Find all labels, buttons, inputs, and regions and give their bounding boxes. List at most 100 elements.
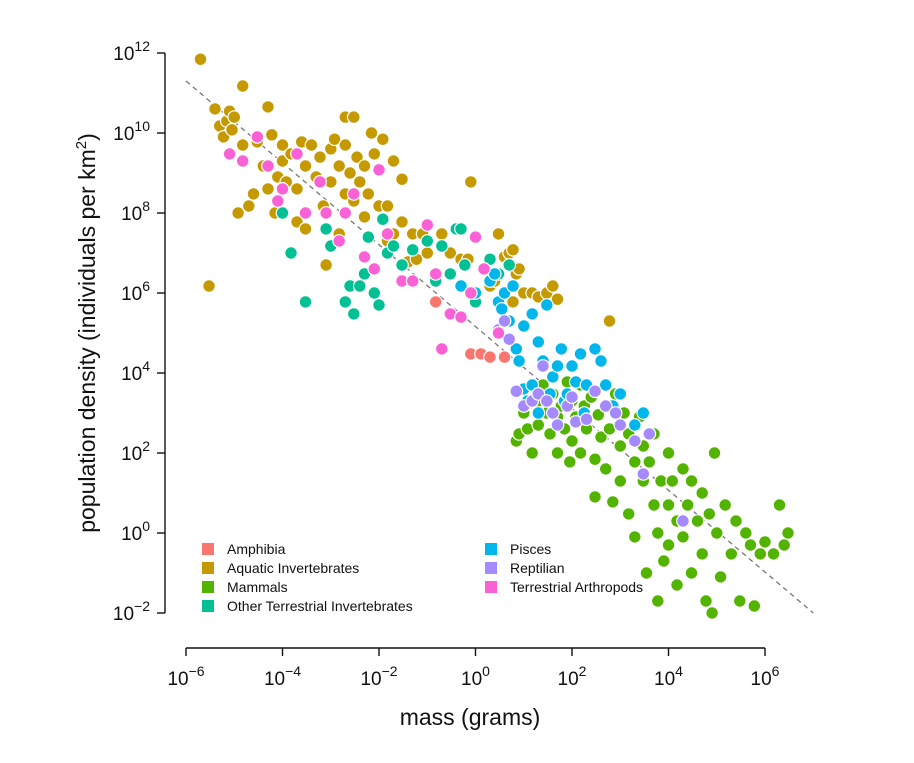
- data-point: [591, 407, 606, 422]
- legend-swatch: [485, 581, 497, 593]
- data-point: [656, 554, 671, 568]
- data-point: [225, 122, 239, 137]
- data-point: [261, 159, 275, 173]
- data-point: [346, 110, 361, 124]
- y-tick-exponent: 6: [142, 278, 150, 294]
- data-point: [636, 406, 651, 420]
- data-point: [772, 498, 787, 512]
- y-tick-exponent: 4: [142, 358, 150, 374]
- data-point: [434, 226, 449, 241]
- x-tick-exponent: −2: [382, 663, 398, 679]
- legend-swatch: [202, 600, 214, 612]
- data-point: [650, 594, 665, 608]
- data-point: [506, 279, 520, 293]
- legend-label: Pisces: [510, 541, 551, 557]
- data-point: [270, 194, 285, 208]
- data-point: [550, 292, 565, 307]
- data-point: [758, 535, 772, 549]
- legend-label: Mammals: [227, 579, 288, 595]
- data-point: [298, 206, 313, 220]
- data-point: [525, 307, 540, 321]
- legend-label: Amphibia: [227, 541, 286, 557]
- data-point: [639, 566, 654, 580]
- data-point: [463, 174, 478, 189]
- data-point: [222, 146, 237, 161]
- legend-item: Terrestrial Arthropods: [485, 579, 643, 595]
- data-point: [494, 302, 509, 316]
- data-point: [747, 599, 762, 613]
- x-tick-exponent: −4: [285, 663, 301, 679]
- x-tick-label: 104: [654, 663, 683, 690]
- data-point: [352, 279, 367, 293]
- data-point: [313, 150, 327, 165]
- x-tick-exponent: 2: [579, 663, 587, 679]
- fit-line: [185, 80, 814, 614]
- y-tick-base: 10: [121, 444, 142, 465]
- data-point: [367, 286, 382, 300]
- y-tick-base: 10: [113, 44, 134, 65]
- x-tick-base: 10: [360, 669, 381, 690]
- data-point: [420, 234, 435, 248]
- data-point: [367, 262, 382, 276]
- data-point: [319, 221, 334, 236]
- legend-item: Amphibia: [202, 541, 286, 557]
- data-point: [594, 354, 608, 368]
- y-tick-base: 10: [113, 604, 134, 625]
- data-point: [777, 538, 792, 552]
- data-point: [338, 138, 353, 152]
- data-point: [565, 359, 579, 373]
- data-point: [732, 594, 747, 608]
- data-point: [598, 378, 613, 392]
- y-tick-base: 10: [121, 204, 142, 225]
- data-point: [536, 359, 550, 373]
- data-point: [477, 262, 491, 276]
- data-point: [298, 221, 313, 236]
- data-point: [357, 159, 372, 173]
- data-point: [434, 342, 449, 356]
- data-point: [545, 279, 560, 293]
- data-point: [554, 342, 569, 356]
- legend-label: Aquatic Invertebrates: [227, 560, 359, 576]
- legend-label: Terrestrial Arthropods: [510, 579, 643, 595]
- y-tick-exponent: 10: [134, 118, 150, 134]
- data-point: [241, 199, 256, 213]
- data-point: [375, 132, 390, 147]
- data-point: [502, 332, 517, 347]
- legend-item: Aquatic Invertebrates: [202, 560, 359, 576]
- y-tick-base: 10: [113, 124, 134, 145]
- data-point: [491, 226, 506, 241]
- data-point: [372, 298, 386, 312]
- data-point: [497, 350, 512, 365]
- data-point: [208, 101, 222, 116]
- x-tick-label: 10−6: [167, 663, 204, 690]
- y-axis-label-main: population density (individuals per km: [74, 149, 100, 533]
- data-point: [676, 462, 690, 476]
- data-point: [343, 166, 357, 180]
- legend-item: Pisces: [485, 541, 551, 557]
- y-axis-label-superscript: 2: [73, 141, 90, 149]
- data-point: [613, 474, 628, 488]
- data-point: [550, 359, 565, 373]
- data-point: [428, 295, 443, 309]
- data-point: [588, 384, 602, 399]
- y-tick-label: 1010: [113, 118, 150, 145]
- data-point: [235, 138, 250, 152]
- x-tick-base: 10: [167, 669, 188, 690]
- data-point: [608, 406, 623, 420]
- y-tick-exponent: 12: [134, 38, 150, 54]
- data-point: [613, 418, 628, 432]
- data-point: [434, 239, 449, 253]
- data-point: [573, 446, 588, 460]
- data-point: [676, 514, 690, 528]
- y-tick-base: 10: [121, 364, 142, 385]
- data-point: [753, 547, 768, 561]
- data-point: [724, 547, 739, 561]
- data-point: [361, 230, 376, 245]
- legend-swatch: [485, 562, 497, 574]
- data-point: [193, 52, 208, 67]
- data-point: [298, 295, 313, 309]
- data-point: [621, 507, 636, 521]
- data-point: [766, 547, 781, 561]
- legend-item: Reptilian: [485, 560, 564, 576]
